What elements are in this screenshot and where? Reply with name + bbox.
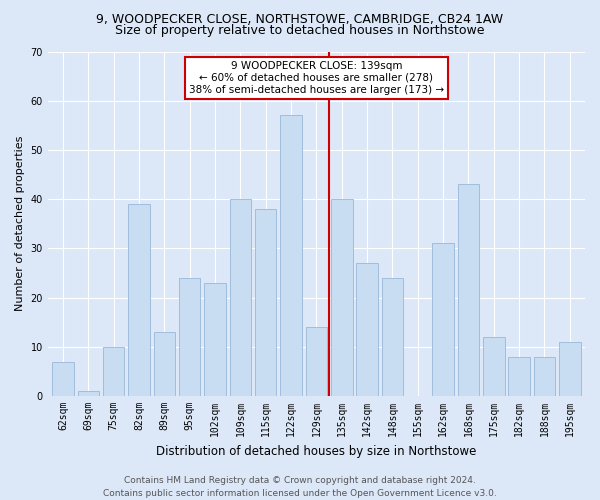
Bar bbox=[382, 278, 403, 396]
Bar bbox=[559, 342, 581, 396]
Bar bbox=[458, 184, 479, 396]
Bar bbox=[204, 283, 226, 396]
Y-axis label: Number of detached properties: Number of detached properties bbox=[15, 136, 25, 312]
Bar bbox=[331, 199, 353, 396]
X-axis label: Distribution of detached houses by size in Northstowe: Distribution of detached houses by size … bbox=[156, 444, 476, 458]
Bar bbox=[179, 278, 200, 396]
Bar bbox=[356, 263, 378, 396]
Bar bbox=[433, 244, 454, 396]
Text: 9 WOODPECKER CLOSE: 139sqm
← 60% of detached houses are smaller (278)
38% of sem: 9 WOODPECKER CLOSE: 139sqm ← 60% of deta… bbox=[189, 62, 444, 94]
Bar bbox=[533, 356, 555, 396]
Bar bbox=[305, 327, 327, 396]
Text: Contains HM Land Registry data © Crown copyright and database right 2024.
Contai: Contains HM Land Registry data © Crown c… bbox=[103, 476, 497, 498]
Bar bbox=[255, 209, 277, 396]
Bar bbox=[230, 199, 251, 396]
Text: 9, WOODPECKER CLOSE, NORTHSTOWE, CAMBRIDGE, CB24 1AW: 9, WOODPECKER CLOSE, NORTHSTOWE, CAMBRID… bbox=[97, 12, 503, 26]
Bar bbox=[280, 116, 302, 396]
Bar bbox=[77, 391, 99, 396]
Bar bbox=[483, 337, 505, 396]
Bar bbox=[508, 356, 530, 396]
Bar bbox=[154, 332, 175, 396]
Bar bbox=[128, 204, 150, 396]
Text: Size of property relative to detached houses in Northstowe: Size of property relative to detached ho… bbox=[115, 24, 485, 37]
Bar bbox=[103, 347, 124, 396]
Bar bbox=[52, 362, 74, 396]
